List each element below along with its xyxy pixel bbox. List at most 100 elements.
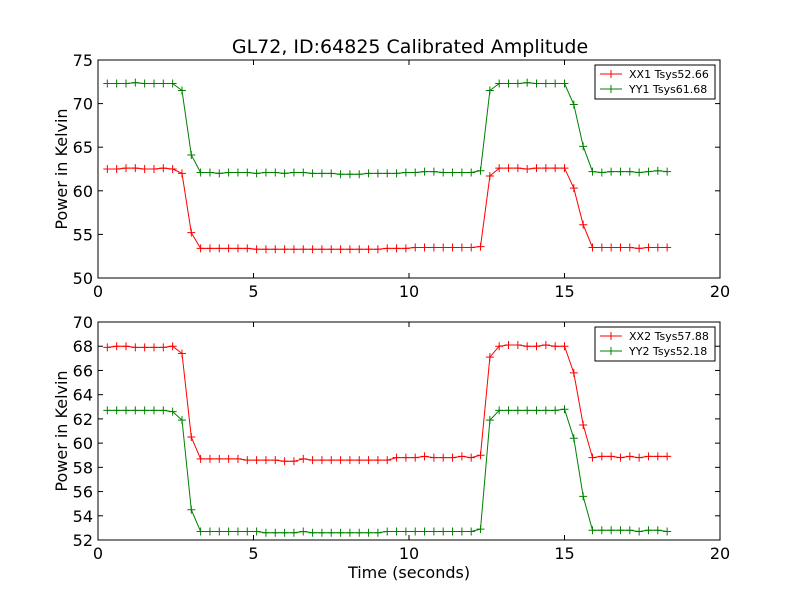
data-point bbox=[177, 169, 186, 178]
data-point bbox=[177, 416, 186, 425]
data-point bbox=[569, 100, 578, 109]
y-tick-label: 64 bbox=[73, 386, 93, 405]
data-point bbox=[635, 244, 644, 253]
y-tick-label: 60 bbox=[73, 182, 93, 201]
data-point bbox=[168, 342, 177, 351]
data-point bbox=[551, 164, 560, 173]
data-point bbox=[355, 170, 364, 179]
data-point bbox=[233, 454, 242, 463]
data-point bbox=[308, 169, 317, 178]
data-point bbox=[271, 528, 280, 537]
data-point bbox=[607, 452, 616, 461]
data-point bbox=[224, 454, 233, 463]
data-point bbox=[327, 245, 336, 254]
data-point bbox=[420, 243, 429, 252]
data-point bbox=[504, 406, 513, 415]
data-point bbox=[597, 168, 606, 177]
data-point bbox=[112, 406, 121, 415]
data-point bbox=[513, 406, 522, 415]
y-tick-label: 68 bbox=[73, 337, 93, 356]
data-point bbox=[644, 243, 653, 252]
data-point bbox=[317, 245, 326, 254]
data-point bbox=[663, 167, 672, 176]
data-point bbox=[345, 170, 354, 179]
data-point bbox=[607, 526, 616, 535]
data-point bbox=[336, 456, 345, 465]
data-point bbox=[131, 406, 140, 415]
data-point bbox=[448, 453, 457, 462]
data-point bbox=[355, 245, 364, 254]
data-point bbox=[327, 169, 336, 178]
legend: XX2 Tsys57.88 YY2 Tsys52.18 bbox=[594, 326, 716, 362]
data-point bbox=[112, 342, 121, 351]
data-point bbox=[513, 164, 522, 173]
data-point bbox=[243, 527, 252, 536]
data-point bbox=[495, 164, 504, 173]
legend-label: XX2 Tsys57.88 bbox=[629, 330, 709, 343]
data-point bbox=[159, 406, 168, 415]
data-point bbox=[149, 406, 158, 415]
data-point bbox=[373, 245, 382, 254]
data-point bbox=[140, 79, 149, 88]
data-point bbox=[429, 243, 438, 252]
data-point bbox=[411, 453, 420, 462]
data-point bbox=[159, 79, 168, 88]
data-point bbox=[383, 456, 392, 465]
data-point bbox=[569, 434, 578, 443]
y-tick-label: 52 bbox=[73, 531, 93, 550]
data-point bbox=[317, 528, 326, 537]
y-tick-label: 62 bbox=[73, 410, 93, 429]
data-point bbox=[644, 167, 653, 176]
y-tick-label: 56 bbox=[73, 483, 93, 502]
data-point bbox=[336, 528, 345, 537]
data-point bbox=[168, 79, 177, 88]
y-tick-label: 54 bbox=[73, 507, 93, 526]
legend: XX1 Tsys52.66 YY1 Tsys61.68 bbox=[594, 64, 716, 100]
data-point bbox=[663, 243, 672, 252]
data-point bbox=[579, 420, 588, 429]
bottom-plot: 0 5 10 15 20 52 54 56 58 60 62 64 66 68 70 Power in Kel… bbox=[52, 313, 730, 582]
data-point bbox=[476, 242, 485, 251]
data-point bbox=[495, 342, 504, 351]
data-point bbox=[299, 245, 308, 254]
y-tick-label: 65 bbox=[73, 138, 93, 157]
data-point bbox=[121, 79, 130, 88]
data-point bbox=[140, 343, 149, 352]
data-point bbox=[121, 164, 130, 173]
data-point bbox=[373, 456, 382, 465]
legend-box bbox=[594, 64, 716, 100]
data-point bbox=[457, 168, 466, 177]
data-point bbox=[392, 244, 401, 253]
data-point bbox=[233, 244, 242, 253]
data-point bbox=[355, 528, 364, 537]
data-point bbox=[280, 528, 289, 537]
y-tick-label: 60 bbox=[73, 434, 93, 453]
y-tick-label: 75 bbox=[73, 51, 93, 70]
data-point bbox=[625, 167, 634, 176]
data-point bbox=[280, 169, 289, 178]
data-point bbox=[215, 527, 224, 536]
data-point bbox=[317, 456, 326, 465]
data-point bbox=[467, 453, 476, 462]
data-point bbox=[523, 406, 532, 415]
data-point bbox=[121, 342, 130, 351]
data-point bbox=[159, 343, 168, 352]
data-point bbox=[205, 527, 214, 536]
data-point bbox=[177, 86, 186, 95]
data-point bbox=[205, 168, 214, 177]
data-point bbox=[168, 407, 177, 416]
data-point bbox=[299, 527, 308, 536]
data-point bbox=[149, 165, 158, 173]
data-point bbox=[588, 453, 597, 462]
data-point bbox=[243, 456, 252, 465]
data-point bbox=[504, 79, 513, 88]
data-point bbox=[243, 168, 252, 177]
data-point bbox=[597, 243, 606, 252]
data-point bbox=[308, 245, 317, 254]
data-point bbox=[541, 79, 550, 88]
data-point bbox=[644, 526, 653, 535]
data-point bbox=[383, 244, 392, 253]
data-point bbox=[103, 165, 112, 173]
data-point bbox=[280, 245, 289, 254]
data-point bbox=[588, 243, 597, 252]
